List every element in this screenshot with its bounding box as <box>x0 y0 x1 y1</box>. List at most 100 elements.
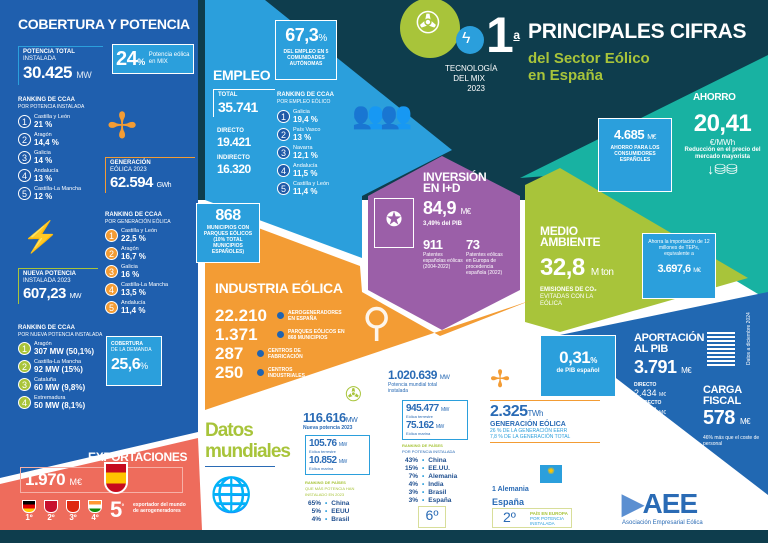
bullet-dot <box>277 312 284 319</box>
export-rank-value: 5 <box>110 497 122 522</box>
title-line: AL PIB <box>634 343 669 355</box>
country-pct: 7% <box>408 473 418 480</box>
pib-value: 3.791 <box>634 357 677 377</box>
region-name: Aragón <box>34 341 52 347</box>
rank-text: Castilla y León 21 % <box>34 114 70 129</box>
pib-indirecto-value: 1.357 <box>634 406 657 416</box>
ranking-subtitle: POR POTENCIA INSTALADA <box>402 449 456 454</box>
rank-number: 3 <box>105 265 118 278</box>
ranking-item: 2 Castilla-La Mancha 92 MW (15%) <box>18 359 103 374</box>
unit: MW <box>345 417 358 424</box>
title-line: mundiales <box>205 441 291 462</box>
ranking-nueva: RANKING DE CCAA POR NUEVA POTENCIA INSTA… <box>18 325 103 413</box>
globe-plant-icon: 🌐 <box>210 476 253 514</box>
rank-text: País Vasco 13 % <box>293 127 320 142</box>
rank-value: 1 <box>486 7 514 63</box>
unit: MW <box>439 375 450 381</box>
rank-number: 1 <box>105 229 118 242</box>
spain-flag-icon <box>104 462 128 494</box>
people-icon: 👥👥 <box>352 100 413 130</box>
label: Potencia mundial total instalada <box>388 382 438 394</box>
industria-item: 287 CENTROS DE FABRICACIÓN <box>215 344 348 363</box>
ranking-item: 4 Andalucía 13 % <box>18 168 108 183</box>
region-name: Castilla y León <box>121 228 158 234</box>
pib-pct-unit: % <box>590 356 597 365</box>
country-name: Brasil <box>331 516 350 523</box>
region-name: Castilla-La Mancha <box>121 282 169 288</box>
pib-pct-value: 0,31 <box>559 348 591 367</box>
region-name: Andalucía <box>293 163 318 169</box>
china-flag-icon <box>66 500 80 513</box>
co2-row: 32,8 M ton <box>540 254 614 282</box>
nueva-unit: MW <box>69 293 82 300</box>
pib-pct-box: 0,31% de PIB español <box>540 335 616 397</box>
demanda-box: COBERTURA DE LA DEMANDA 25,6% <box>106 336 162 386</box>
empleo-pct-value: 67,3 <box>285 25 319 45</box>
ranking-title: RANKING DE CCAA <box>18 325 75 331</box>
export-rank-sup: º <box>121 504 124 511</box>
mix-unit: % <box>137 56 145 67</box>
country-name: India <box>428 481 444 488</box>
patentes-value: 911 <box>423 237 443 252</box>
bullet-dot-icon: • <box>325 508 328 515</box>
inversion-title: INVERSIÓN EN I+D <box>423 171 487 194</box>
buildings-icon <box>707 332 735 368</box>
ranking-item: 4 Extremadura 50 MW (8,1%) <box>18 395 103 410</box>
bullet-dot <box>257 350 264 357</box>
fiscal-row: 578 M€ <box>703 407 751 430</box>
fiscal-unit: M€ <box>739 417 751 426</box>
industria-value: 22.210 <box>215 305 267 325</box>
divider <box>205 466 275 467</box>
ranking-item: 3 Galicia 14 % <box>18 150 108 165</box>
rank-text: Aragón 307 MW (50,1%) <box>34 341 94 356</box>
title-line: Datos <box>205 420 254 441</box>
total-mundial: 1.020.639 MW Potencia mundial total inst… <box>388 368 450 394</box>
espana-mundial-position: 6º <box>418 506 446 528</box>
fiscal-value: 578 <box>703 407 735 429</box>
value: 105.76 <box>309 438 337 449</box>
total-breakdown-box: 945.477 MW Eólica terrestre 75.162 MW Eó… <box>402 400 468 440</box>
nueva-mundial: 116.616MW Nueva potencia 2023 <box>303 410 358 431</box>
flag-position: 3º <box>69 513 77 522</box>
industria-value: 1.371 <box>215 324 258 344</box>
region-name: Galicia <box>121 264 138 270</box>
rank-text: Castilla y León 22,5 % <box>121 228 157 243</box>
industria-value: 250 <box>215 362 244 382</box>
empleo-title: EMPLEO <box>213 67 271 83</box>
industria-label: PARQUES EÓLICOS EN 868 MUNICIPIOS <box>288 328 345 341</box>
country-name: China <box>428 457 447 464</box>
ranking-item: 3 Navarra 12,1 % <box>277 145 347 160</box>
rank-text: Castilla-La Mancha 12 % <box>34 186 81 201</box>
title-line: CARGA <box>703 384 742 396</box>
importacion-unit: M€ <box>693 268 701 274</box>
co2-unit: M ton <box>590 267 614 278</box>
nueva-breakdown-box: 105.76 MW Eólica terrestre 10.852 MW Eól… <box>305 435 370 475</box>
ranking-title: RANKING DE PAÍSES <box>305 480 346 485</box>
india-flag-icon <box>88 500 102 513</box>
region-value: 19,4 % <box>293 115 318 124</box>
region-value: 22,5 % <box>121 234 146 243</box>
rank-number: 5 <box>18 187 31 200</box>
bullet-dot <box>257 369 264 376</box>
patentes-europa: 73 Patentes eólicas en Europa de proceden… <box>466 237 506 276</box>
nueva-label: NUEVA POTENCIA <box>23 271 77 277</box>
region-value: 12,1 % <box>293 151 318 160</box>
pib-indirecto-unit: M€ <box>659 410 666 416</box>
region-value: 13 % <box>293 133 312 142</box>
rank-number: 4 <box>105 283 118 296</box>
country-pct: 4% <box>311 516 321 523</box>
country-pct: 3% <box>408 489 418 496</box>
pib-unit: M€ <box>681 366 692 375</box>
bullet-dot-icon: • <box>422 473 425 480</box>
ranking-potencia: RANKING DE CCAA POR POTENCIA INSTALADA 1… <box>18 97 108 204</box>
country-rank-row: 5% • EEUU <box>305 508 375 516</box>
potencia-unit: MW <box>76 70 92 80</box>
ranking-item: 4 Andalucía 11,5 % <box>277 163 347 178</box>
region-name: Castilla y León <box>34 114 71 120</box>
generacion-line: 7,8 % DE LA GENERACIÓN TOTAL <box>490 434 571 440</box>
municipios-label: MUNICIPIOS CON PARQUES EÓLICOS (10% TOTA… <box>203 225 253 255</box>
pib-directo-value: 2.434 <box>634 388 657 398</box>
ranking-item: 2 Aragón 16,7 % <box>105 246 197 261</box>
rank-text: Castilla-La Mancha 13,5 % <box>121 282 168 297</box>
